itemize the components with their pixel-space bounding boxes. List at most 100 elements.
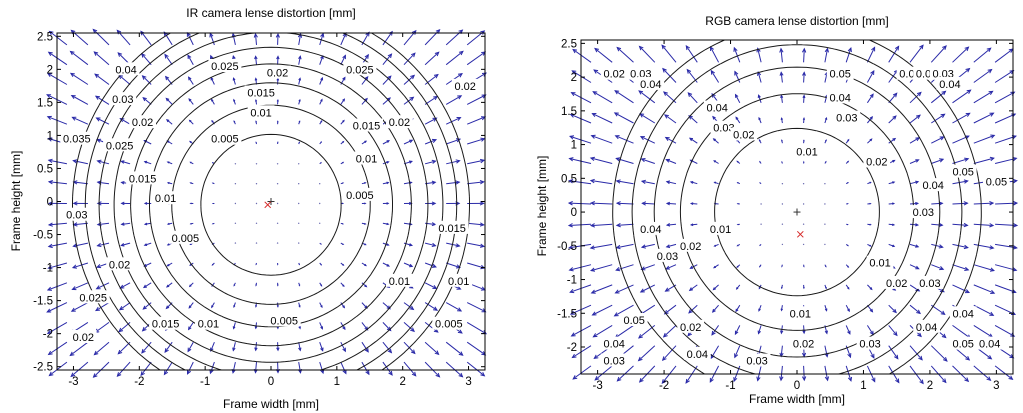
quiver-dot [824, 183, 826, 185]
quiver-arrow [571, 345, 592, 359]
y-tick-label: 1 [571, 140, 577, 152]
svg-text:0.02: 0.02 [680, 322, 701, 334]
quiver-arrow [254, 322, 258, 330]
quiver-arrow [297, 32, 303, 45]
quiver-arrow [209, 361, 215, 375]
x-axis-label-rgb: Frame width [mm] [749, 392, 845, 406]
quiver-arrow [120, 222, 131, 226]
quiver-arrow [143, 202, 152, 205]
quiver-arrow [568, 243, 592, 250]
quiver-arrow [663, 304, 677, 315]
quiver-arrow [403, 262, 414, 268]
quiver-arrow [47, 262, 68, 270]
quiver-arrow [164, 53, 173, 65]
quiver-arrow [166, 161, 173, 165]
contour-label: 0.04 [600, 336, 628, 351]
svg-text:0.02: 0.02 [73, 332, 94, 344]
contour-label: 0.05 [983, 174, 1010, 189]
svg-text:0.01: 0.01 [155, 193, 176, 205]
quiver-dot [298, 163, 300, 165]
quiver-arrow [92, 28, 110, 46]
quiver-arrow [255, 282, 257, 287]
y-tick-label: -1 [567, 275, 577, 287]
y-tick-label: 2 [47, 64, 53, 76]
quiver-arrow [319, 141, 323, 145]
quiver-arrow [276, 342, 280, 352]
quiver-arrow [845, 304, 850, 313]
quiver-arrow [319, 262, 323, 266]
quiver-arrow [888, 115, 897, 124]
quiver-arrow [116, 361, 131, 377]
quiver-arrow [403, 139, 414, 145]
quiver-arrow [759, 244, 762, 247]
svg-text:0.03: 0.03 [746, 356, 767, 368]
quiver-arrow [382, 322, 392, 332]
quiver-arrow [589, 178, 613, 185]
quiver-arrow [255, 262, 257, 266]
quiver-arrow [254, 98, 258, 105]
quiver-arrow [952, 46, 970, 63]
contour-line [72, 32, 470, 371]
quiver-arrow [615, 179, 634, 185]
contour-line [200, 133, 342, 276]
quiver-arrow [424, 341, 440, 356]
quiver-arrow [211, 182, 215, 185]
quiver-arrow [403, 52, 416, 66]
quiver-arrow [909, 223, 920, 227]
quiver-arrow [781, 264, 783, 268]
quiver-arrow [319, 32, 325, 46]
quiver-arrow [95, 282, 110, 290]
quiver-arrow [734, 325, 741, 336]
svg-text:0.04: 0.04 [640, 224, 661, 236]
quiver-arrow [319, 322, 323, 330]
quiver-arrow [866, 46, 876, 63]
quiver-dot [234, 222, 237, 224]
quiver-arrow [689, 181, 698, 185]
contour-line [171, 104, 371, 305]
svg-text:0.03: 0.03 [112, 94, 133, 106]
contour-label: 0.005 [432, 316, 466, 331]
x-tick-label: 1 [334, 376, 340, 388]
quiver-arrow [445, 302, 463, 312]
x-tick-label: 0 [794, 380, 800, 392]
svg-text:0.015: 0.015 [129, 173, 157, 185]
quiver-dot [802, 203, 805, 205]
quiver-arrow [710, 69, 720, 83]
quiver-arrow [639, 284, 656, 293]
quiver-arrow [662, 67, 677, 83]
contour-label: 0.04 [637, 76, 665, 91]
quiver-arrow [189, 161, 194, 165]
quiver-arrow [824, 264, 827, 268]
quiver-dot [760, 223, 762, 225]
quiver-arrow [568, 179, 592, 185]
quiver-dot [255, 163, 258, 165]
quiver-arrow [909, 304, 921, 315]
contour-label: 0.02 [451, 78, 479, 93]
y-tick-label: 1 [47, 130, 53, 142]
quiver-arrow [445, 50, 464, 66]
quiver-arrow [689, 202, 698, 206]
svg-text:0.01: 0.01 [790, 308, 811, 320]
contour-label: 0.035 [60, 131, 94, 146]
svg-text:0.05: 0.05 [986, 177, 1007, 189]
quiver-arrow [614, 90, 634, 104]
svg-text:0.04: 0.04 [979, 339, 1000, 351]
quiver-arrow [973, 243, 995, 250]
quiver-arrow [298, 262, 300, 266]
quiver-arrow [340, 54, 346, 65]
quiver-arrow [340, 282, 345, 288]
contour-label: 0.015 [350, 118, 383, 133]
contours-rgb [612, 39, 982, 375]
svg-text:0.04: 0.04 [922, 180, 943, 192]
contour-label: 0.01 [353, 151, 380, 166]
quiver-arrow [713, 243, 719, 247]
quiver-arrow [340, 98, 346, 105]
quiver-dot [234, 202, 237, 205]
quiver-arrow [71, 262, 89, 269]
quiver-arrow [188, 119, 194, 125]
quiver-arrow [845, 160, 850, 164]
svg-text:0.03: 0.03 [919, 278, 940, 290]
svg-text:0.02: 0.02 [389, 117, 410, 129]
quiver-arrow [780, 284, 783, 290]
